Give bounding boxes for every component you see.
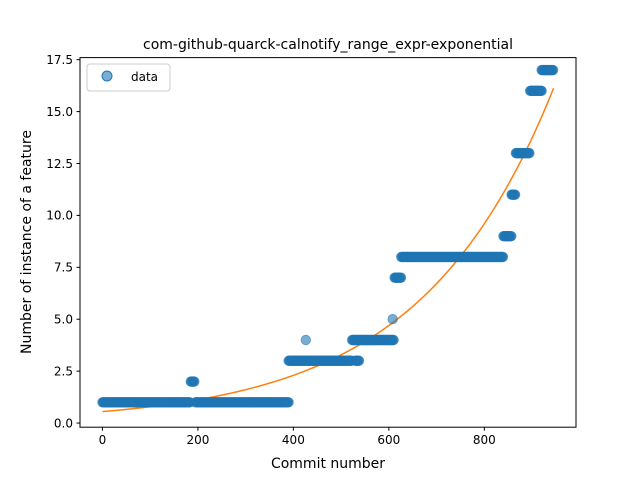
y-tick-label: 12.5 bbox=[46, 157, 73, 171]
y-axis-label: Number of instance of a feature bbox=[19, 130, 35, 354]
x-tick-label: 200 bbox=[186, 433, 209, 447]
data-point bbox=[509, 189, 521, 200]
legend-label-data: data bbox=[131, 70, 158, 84]
y-tick-label: 15.0 bbox=[46, 105, 73, 119]
data-point bbox=[506, 230, 517, 242]
data-point bbox=[497, 251, 509, 263]
data-point bbox=[189, 376, 200, 387]
x-tick-label: 800 bbox=[473, 433, 496, 447]
y-tick-label: 17.5 bbox=[46, 53, 73, 67]
data-point bbox=[524, 147, 535, 159]
data-point bbox=[388, 334, 399, 346]
x-tick-label: 600 bbox=[377, 433, 400, 447]
legend-marker-data bbox=[101, 70, 113, 82]
data-point bbox=[536, 85, 547, 97]
data-point bbox=[387, 314, 398, 325]
x-axis: 0 200 400 600 800 bbox=[99, 427, 496, 447]
x-tick-label: 400 bbox=[282, 433, 305, 447]
x-tick-label: 0 bbox=[99, 433, 107, 447]
legend: data bbox=[86, 63, 171, 92]
y-tick-label: 2.5 bbox=[54, 364, 73, 378]
y-tick-label: 5.0 bbox=[54, 313, 73, 327]
data-point bbox=[353, 355, 365, 366]
data-point bbox=[300, 334, 312, 346]
y-tick-label: 0.0 bbox=[54, 416, 73, 430]
data-point bbox=[395, 272, 407, 283]
data-points-layer bbox=[97, 64, 559, 408]
y-tick-label: 7.5 bbox=[54, 261, 73, 275]
y-tick-label: 10.0 bbox=[46, 209, 73, 223]
data-point bbox=[547, 64, 559, 76]
plot-frame bbox=[79, 57, 577, 428]
chart-title: com-github-quarck-calnotify_range_expr-e… bbox=[143, 37, 513, 53]
y-axis: 0.0 2.5 5.0 7.5 10.0 12.5 15.0 17.5 bbox=[46, 53, 80, 430]
x-axis-label: Commit number bbox=[271, 456, 385, 472]
data-point bbox=[283, 397, 294, 408]
